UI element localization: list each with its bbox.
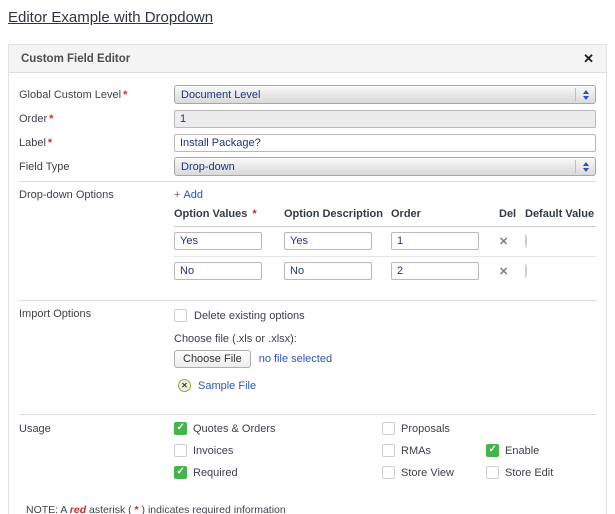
global-custom-level-label: Global Custom Level * xyxy=(19,88,128,101)
proposals-label: Proposals xyxy=(401,422,450,435)
default-value-radio[interactable] xyxy=(525,264,527,278)
excel-file-icon: ✕ xyxy=(178,379,191,392)
quotes-orders-label: Quotes & Orders xyxy=(193,422,276,435)
file-status-text: no file selected xyxy=(258,353,333,365)
options-table-header: Option Values * Option Description Order… xyxy=(174,208,596,227)
option-value-input[interactable] xyxy=(174,262,262,280)
order-input[interactable] xyxy=(174,110,596,128)
usage-section: Usage Quotes & Orders Proposals Invoices… xyxy=(19,422,596,479)
field-type-select[interactable]: Drop-down xyxy=(174,157,596,176)
store-edit-label: Store Edit xyxy=(505,466,554,479)
required-asterisk: * xyxy=(252,208,257,220)
invoices-label: Invoices xyxy=(193,444,234,457)
option-value-input[interactable] xyxy=(174,232,262,250)
enable-label: Enable xyxy=(505,444,540,457)
select-updown-icon xyxy=(575,88,589,101)
option-row: ✕ xyxy=(174,257,596,286)
required-asterisk: * xyxy=(47,136,53,149)
section-divider xyxy=(19,181,596,182)
quotes-orders-checkbox[interactable] xyxy=(174,422,187,435)
panel-header: Custom Field Editor ✕ xyxy=(9,45,606,73)
label-field-label: Label * xyxy=(19,136,53,149)
import-options-label: Import Options xyxy=(19,308,92,320)
custom-field-editor-panel: Custom Field Editor ✕ Global Custom Leve… xyxy=(8,44,607,514)
import-options-section: Import Options Delete existing options C… xyxy=(19,308,596,404)
field-row-order: Order * xyxy=(19,109,596,128)
option-description-input[interactable] xyxy=(284,232,372,250)
field-row-field-type: Field Type Drop-down xyxy=(19,157,596,176)
proposals-checkbox[interactable] xyxy=(382,422,395,435)
col-order: Order xyxy=(391,208,421,220)
order-label: Order * xyxy=(19,112,54,125)
delete-existing-options-checkbox[interactable] xyxy=(174,309,187,322)
col-default-value: Default Value xyxy=(525,208,595,220)
required-asterisk: * xyxy=(49,112,54,125)
panel-title: Custom Field Editor xyxy=(21,52,131,65)
add-option-button[interactable]: + Add xyxy=(174,189,204,201)
option-row: ✕ xyxy=(174,227,596,257)
enable-checkbox[interactable] xyxy=(486,444,499,457)
delete-option-icon[interactable]: ✕ xyxy=(499,235,509,248)
store-edit-checkbox[interactable] xyxy=(486,466,499,479)
default-value-radio[interactable] xyxy=(525,234,527,248)
field-row-label: Label * xyxy=(19,133,596,152)
required-checkbox[interactable] xyxy=(174,466,187,479)
field-row-global-custom-level: Global Custom Level * Document Level xyxy=(19,85,596,104)
rmas-label: RMAs xyxy=(401,444,431,457)
col-option-values: Option Values * xyxy=(174,208,257,220)
panel-body: Global Custom Level * Document Level Orde… xyxy=(9,73,606,514)
dropdown-options-section: Drop-down Options + Add Option Values * O… xyxy=(19,189,596,286)
required-label: Required xyxy=(193,466,238,479)
rmas-checkbox[interactable] xyxy=(382,444,395,457)
select-updown-icon xyxy=(575,160,589,173)
sample-file-link[interactable]: ✕ Sample File xyxy=(178,379,596,392)
required-note: NOTE: A red asterisk ( * ) indicates req… xyxy=(26,504,286,514)
section-divider xyxy=(19,300,596,301)
field-type-label: Field Type xyxy=(19,160,70,173)
label-input[interactable] xyxy=(174,134,596,152)
section-divider xyxy=(19,414,596,415)
dropdown-options-label: Drop-down Options xyxy=(19,189,114,201)
field-type-value: Drop-down xyxy=(181,160,235,173)
col-del: Del xyxy=(499,208,517,220)
option-description-input[interactable] xyxy=(284,262,372,280)
page-title-link[interactable]: Editor Example with Dropdown xyxy=(8,9,214,26)
col-option-description: Option Description xyxy=(284,208,383,220)
usage-label: Usage xyxy=(19,423,51,435)
option-order-input[interactable] xyxy=(391,262,479,280)
note-red-word: red xyxy=(69,504,87,514)
store-view-label: Store View xyxy=(401,466,454,479)
choose-file-button[interactable]: Choose File xyxy=(174,350,251,368)
choose-file-hint: Choose file (.xls or .xlsx): xyxy=(174,333,297,345)
global-custom-level-value: Document Level xyxy=(181,88,261,101)
delete-option-icon[interactable]: ✕ xyxy=(499,265,509,278)
note-asterisk: * xyxy=(134,504,139,514)
close-icon[interactable]: ✕ xyxy=(583,51,594,66)
option-order-input[interactable] xyxy=(391,232,479,250)
global-custom-level-select[interactable]: Document Level xyxy=(174,85,596,104)
invoices-checkbox[interactable] xyxy=(174,444,187,457)
plus-icon: + xyxy=(174,189,181,201)
required-asterisk: * xyxy=(123,88,128,101)
store-view-checkbox[interactable] xyxy=(382,466,395,479)
delete-existing-options-label: Delete existing options xyxy=(194,309,305,322)
